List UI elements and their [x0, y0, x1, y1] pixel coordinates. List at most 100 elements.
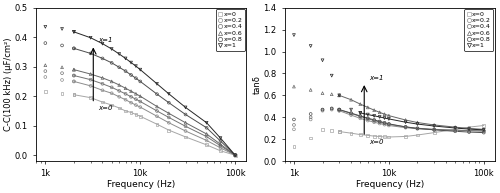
Point [347, 113, 355, 117]
Point [165, 116, 173, 119]
Point [480, 128, 488, 131]
Point [347, 112, 355, 115]
Point [318, 92, 326, 95]
Point [290, 145, 298, 148]
Point [202, 143, 210, 146]
Point [165, 112, 173, 115]
Point [356, 133, 364, 136]
Point [127, 111, 135, 114]
Point [364, 106, 372, 109]
Point [347, 132, 355, 135]
Point [451, 130, 459, 133]
Point [98, 57, 106, 60]
Point [136, 100, 144, 103]
Point [385, 114, 393, 117]
Point [231, 154, 239, 157]
Point [306, 118, 314, 121]
Point [182, 130, 190, 133]
Point [182, 113, 190, 116]
Point [318, 109, 326, 112]
Point [153, 105, 161, 108]
Text: x=1: x=1 [369, 75, 384, 81]
Text: (a): (a) [222, 12, 240, 23]
Point [335, 108, 343, 111]
Point [430, 131, 438, 134]
Point [356, 102, 364, 106]
Point [335, 109, 343, 112]
Point [70, 68, 78, 71]
Point [132, 64, 140, 68]
Point [480, 131, 488, 134]
Point [451, 129, 459, 132]
Point [451, 126, 459, 130]
Point [335, 108, 343, 111]
Point [318, 108, 326, 111]
Point [127, 95, 135, 98]
Point [328, 107, 336, 110]
Point [414, 127, 422, 130]
Point [122, 92, 130, 95]
Point [430, 128, 438, 131]
Point [370, 135, 378, 138]
Point [216, 149, 224, 152]
Point [58, 44, 66, 47]
Point [465, 128, 473, 131]
Point [290, 34, 298, 37]
Point [132, 77, 140, 80]
Point [98, 76, 106, 80]
Point [347, 112, 355, 115]
Text: x=0: x=0 [369, 139, 384, 145]
Point [376, 135, 384, 138]
Point [335, 130, 343, 133]
Point [70, 93, 78, 96]
Point [364, 119, 372, 122]
Point [465, 129, 473, 132]
Point [132, 113, 140, 116]
Text: (b): (b) [470, 12, 488, 23]
Point [86, 84, 94, 87]
Point [231, 154, 239, 157]
Point [380, 121, 388, 124]
Point [380, 135, 388, 138]
Point [108, 61, 116, 64]
Point [202, 135, 210, 138]
Point [290, 85, 298, 88]
Point [70, 74, 78, 77]
Y-axis label: C-C(100 kHz) (μF/cm²): C-C(100 kHz) (μF/cm²) [4, 38, 13, 131]
Point [328, 74, 336, 77]
Point [231, 154, 239, 157]
Point [58, 78, 66, 81]
Point [370, 109, 378, 112]
Point [86, 73, 94, 76]
Point [347, 98, 355, 101]
Point [202, 139, 210, 142]
Point [430, 124, 438, 128]
Point [335, 109, 343, 112]
Point [370, 119, 378, 122]
Point [115, 95, 123, 98]
Point [370, 114, 378, 117]
Point [182, 135, 190, 138]
Point [380, 117, 388, 120]
Point [290, 128, 298, 131]
Point [465, 129, 473, 132]
Point [70, 93, 78, 96]
Point [414, 123, 422, 126]
Legend: x=0, x=0.2, x=0.4, x=0.6, x=0.8, x=1: x=0, x=0.2, x=0.4, x=0.6, x=0.8, x=1 [216, 9, 244, 51]
Point [98, 89, 106, 92]
Point [70, 30, 78, 33]
Text: x=0: x=0 [98, 105, 112, 111]
Point [306, 88, 314, 91]
Point [328, 129, 336, 132]
Point [318, 59, 326, 62]
Point [70, 80, 78, 83]
Point [465, 127, 473, 130]
Point [136, 95, 144, 98]
Point [108, 92, 116, 95]
Point [318, 128, 326, 131]
Point [376, 122, 384, 125]
Point [58, 27, 66, 30]
Point [132, 98, 140, 101]
Point [70, 47, 78, 50]
Point [132, 103, 140, 107]
